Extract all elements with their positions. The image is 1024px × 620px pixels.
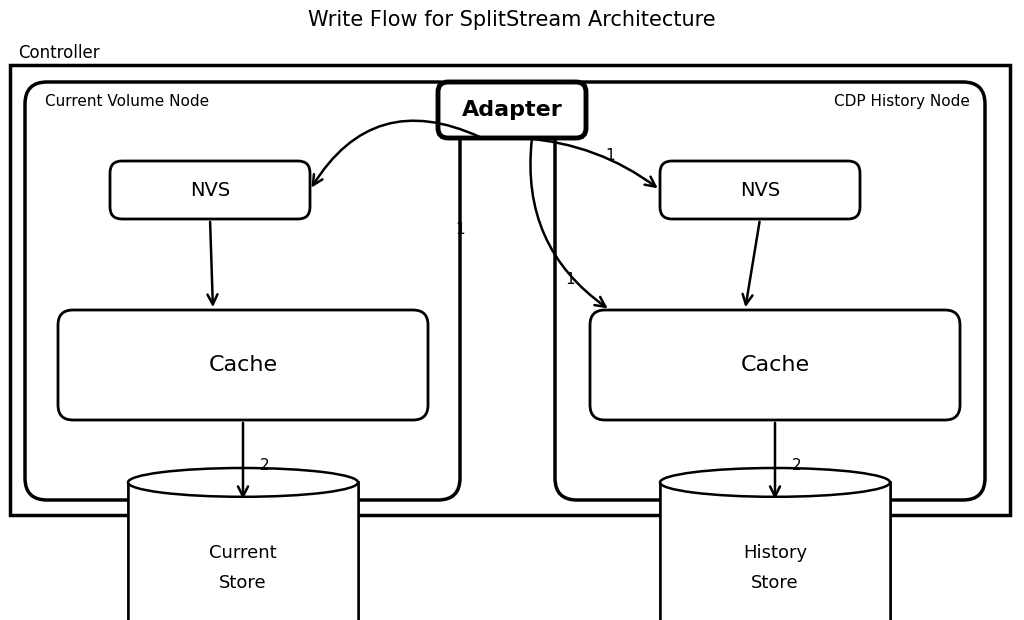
FancyBboxPatch shape (590, 310, 961, 420)
Text: Adapter: Adapter (462, 100, 562, 120)
FancyBboxPatch shape (555, 82, 985, 500)
Text: Controller: Controller (18, 44, 99, 62)
Bar (660, 482, 890, 620)
Text: Write Flow for SplitStream Architecture: Write Flow for SplitStream Architecture (308, 10, 716, 30)
Ellipse shape (128, 468, 358, 497)
FancyBboxPatch shape (58, 310, 428, 420)
Text: 1: 1 (605, 148, 614, 162)
Ellipse shape (660, 619, 890, 620)
Text: NVS: NVS (740, 180, 780, 200)
Text: NVS: NVS (189, 180, 230, 200)
FancyBboxPatch shape (110, 161, 310, 219)
Ellipse shape (660, 468, 890, 497)
Text: Current Volume Node: Current Volume Node (45, 94, 209, 109)
Text: Current
Store: Current Store (209, 544, 276, 591)
Bar (10, 65, 1010, 515)
Text: 2: 2 (260, 458, 269, 472)
Text: History
Store: History Store (743, 544, 807, 591)
Text: 1: 1 (456, 223, 465, 237)
Ellipse shape (128, 619, 358, 620)
FancyBboxPatch shape (660, 161, 860, 219)
Text: 2: 2 (793, 458, 802, 472)
Text: Cache: Cache (209, 355, 278, 375)
FancyBboxPatch shape (25, 82, 460, 500)
Text: Cache: Cache (740, 355, 810, 375)
Text: CDP History Node: CDP History Node (835, 94, 970, 109)
FancyBboxPatch shape (438, 82, 586, 138)
Text: 1: 1 (565, 273, 574, 288)
Bar (128, 482, 358, 620)
